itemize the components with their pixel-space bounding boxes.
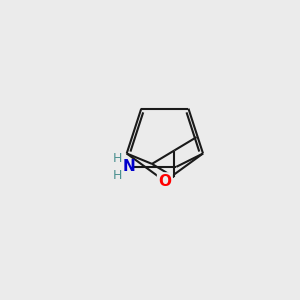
Text: N: N [122, 159, 135, 174]
Text: H: H [113, 152, 122, 165]
Text: H: H [113, 169, 122, 182]
Text: O: O [158, 174, 171, 189]
